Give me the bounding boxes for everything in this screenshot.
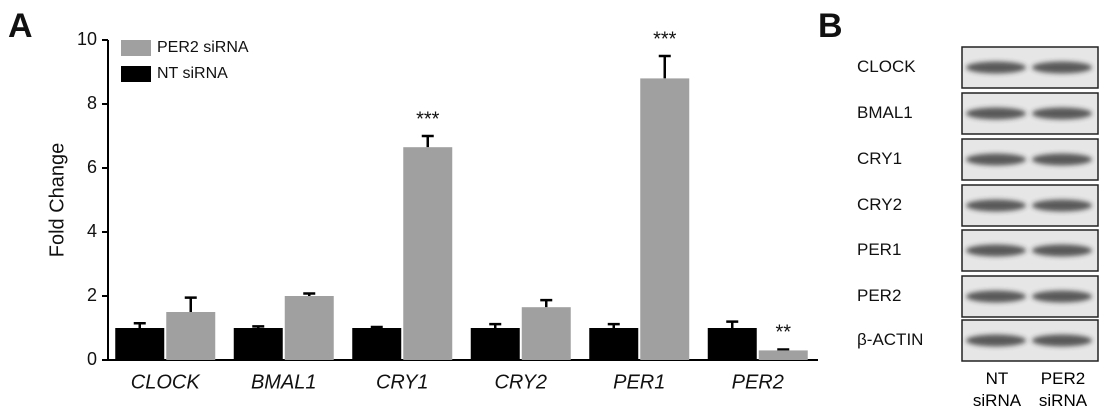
significance-label: *** xyxy=(416,108,440,130)
blot-band xyxy=(1032,62,1092,74)
panel-label: A xyxy=(8,7,33,45)
x-tick-label: CLOCK xyxy=(131,371,202,393)
bar xyxy=(166,312,215,360)
x-tick-label: PER2 xyxy=(732,371,784,393)
figure: A B Fold Change 0246810CLOCKBMAL1CRY1***… xyxy=(0,0,1110,416)
blot-row-label: CLOCK xyxy=(857,57,916,76)
blot-band xyxy=(1032,154,1092,166)
bar xyxy=(708,328,757,360)
blot-row-label: PER2 xyxy=(857,286,901,305)
error-bar xyxy=(608,324,620,328)
blot-band xyxy=(966,62,1026,74)
error-bar xyxy=(252,326,264,328)
error-bar xyxy=(185,298,197,312)
y-tick-label: 0 xyxy=(87,349,97,369)
legend-label: PER2 siRNA xyxy=(157,39,249,56)
x-tick-label: PER1 xyxy=(613,371,665,393)
blot-row-label: CRY2 xyxy=(857,195,902,214)
x-tick-label: BMAL1 xyxy=(251,371,317,393)
blot-band xyxy=(966,245,1026,257)
y-tick-label: 2 xyxy=(87,285,97,305)
blot-column-label: PER2 siRNA xyxy=(1032,368,1094,414)
blot-band xyxy=(1032,291,1092,303)
blot-band xyxy=(966,335,1026,347)
bar xyxy=(759,350,808,360)
bar xyxy=(403,147,452,360)
y-tick-label: 8 xyxy=(87,93,97,113)
blot-band xyxy=(1032,200,1092,212)
x-tick-label: CRY2 xyxy=(494,371,547,393)
blot-band xyxy=(966,291,1026,303)
page: A B Fold Change 0246810CLOCKBMAL1CRY1***… xyxy=(0,0,1110,416)
error-bar xyxy=(540,300,552,307)
blot-row-label: β-ACTIN xyxy=(857,330,923,349)
bar xyxy=(640,78,689,360)
blot-band xyxy=(1032,245,1092,257)
error-bar xyxy=(303,293,315,296)
y-axis-label: Fold Change xyxy=(46,143,68,258)
significance-label: *** xyxy=(653,28,677,50)
error-bar xyxy=(777,349,789,350)
error-bar xyxy=(371,327,383,328)
y-tick-label: 10 xyxy=(77,29,97,49)
blot-band xyxy=(966,108,1026,120)
error-bar xyxy=(659,56,671,78)
error-bar xyxy=(726,322,738,328)
y-tick-label: 6 xyxy=(87,157,97,177)
bar xyxy=(471,328,520,360)
blot-band xyxy=(966,154,1026,166)
legend-swatch xyxy=(121,66,151,82)
blot-band xyxy=(1032,335,1092,347)
bar xyxy=(352,328,401,360)
bar xyxy=(589,328,638,360)
y-tick-label: 4 xyxy=(87,221,97,241)
blot-row-label: PER1 xyxy=(857,240,901,259)
bar xyxy=(522,307,571,360)
legend-label: NT siRNA xyxy=(157,65,228,82)
blot-column-text: PER2 siRNA xyxy=(1032,368,1094,412)
significance-label: ** xyxy=(775,322,791,344)
error-bar xyxy=(134,323,146,328)
blot-row-label: BMAL1 xyxy=(857,103,913,122)
blot-band xyxy=(1032,108,1092,120)
x-tick-label: CRY1 xyxy=(376,371,429,393)
bar xyxy=(285,296,334,360)
blot-column-label: NT siRNA xyxy=(966,368,1028,414)
error-bar xyxy=(422,136,434,147)
legend-swatch xyxy=(121,40,151,56)
blot-band xyxy=(966,200,1026,212)
panel-label: B xyxy=(818,7,843,45)
bar xyxy=(234,328,283,360)
blot-row-label: CRY1 xyxy=(857,149,902,168)
bar xyxy=(115,328,164,360)
error-bar xyxy=(489,324,501,328)
blot-column-text: NT siRNA xyxy=(966,368,1028,412)
